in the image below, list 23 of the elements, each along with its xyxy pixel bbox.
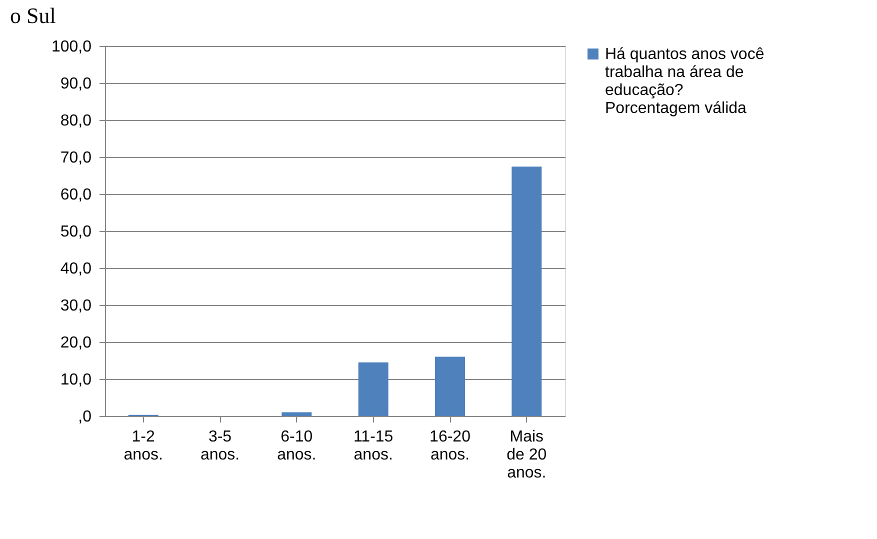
y-tick-label: 80,0	[60, 112, 92, 130]
x-tick-label: 6-10 anos.	[277, 428, 316, 464]
x-tick-label: 16-20 anos.	[430, 428, 471, 464]
y-tick-label: 30,0	[60, 298, 92, 314]
y-tick-label: 40,0	[60, 260, 92, 278]
y-tick-label: 60,0	[60, 186, 92, 204]
y-tick-label: 70,0	[60, 150, 92, 166]
bar	[282, 412, 312, 416]
y-tick-label: 100,0	[51, 38, 92, 56]
y-tick-label: ,0	[78, 408, 92, 426]
bar	[512, 166, 542, 416]
x-tick-label: 11-15 anos.	[353, 428, 394, 464]
bar	[358, 362, 388, 416]
text: o Sul	[10, 3, 56, 28]
x-tick-label: 1-2 anos.	[124, 428, 163, 464]
y-tick-label: 50,0	[60, 224, 92, 240]
y-tick-label: 90,0	[60, 76, 92, 92]
y-tick-label: 10,0	[60, 372, 92, 388]
y-tick-label: 20,0	[60, 334, 92, 352]
bar	[435, 356, 465, 416]
legend-label: Há quantos anos você trabalha na área de educação? Porcentagem válida	[605, 46, 764, 117]
x-tick-label: 3-5 anos.	[200, 428, 240, 464]
x-tick-label: Mais de 20 anos.	[506, 428, 547, 482]
